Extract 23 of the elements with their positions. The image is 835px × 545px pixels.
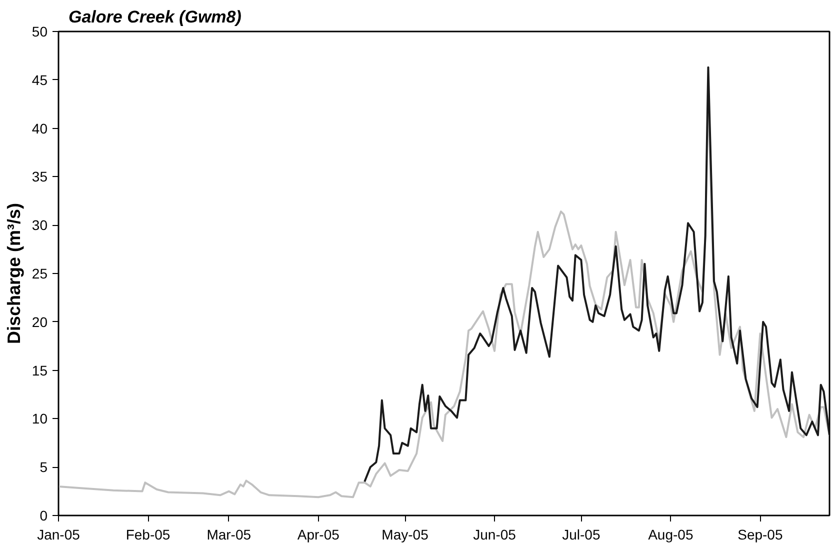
y-tick-label: 10 (32, 410, 48, 427)
y-tick-label: 20 (32, 314, 48, 330)
x-tick-label: Feb-05 (126, 526, 170, 542)
y-tick-label: 50 (32, 24, 48, 40)
x-tick-label: Jan-05 (37, 526, 80, 542)
y-axis-title: Discharge (m³/s) (4, 202, 24, 344)
x-tick-label: Mar-05 (206, 526, 252, 542)
y-tick-label: 0 (40, 508, 48, 524)
x-tick-label: May-05 (382, 526, 429, 542)
x-tick-label: Aug-05 (648, 526, 694, 542)
y-tick-label: 40 (32, 120, 48, 136)
x-tick-label: Apr-05 (297, 526, 340, 542)
y-tick-label: 35 (32, 168, 48, 185)
y-tick-label: 30 (32, 217, 48, 234)
x-tick-label: Jul-05 (562, 526, 600, 542)
line-series (364, 66, 830, 483)
chart-title: Galore Creek (Gwm8) (68, 8, 242, 26)
y-tick-label: 15 (32, 362, 48, 378)
y-tick-label: 5 (40, 459, 48, 476)
x-tick-label: Jun-05 (473, 526, 516, 542)
x-tick-label: Sep-05 (738, 526, 783, 542)
y-tick-label: 45 (32, 72, 48, 88)
y-tick-label: 25 (32, 266, 48, 282)
